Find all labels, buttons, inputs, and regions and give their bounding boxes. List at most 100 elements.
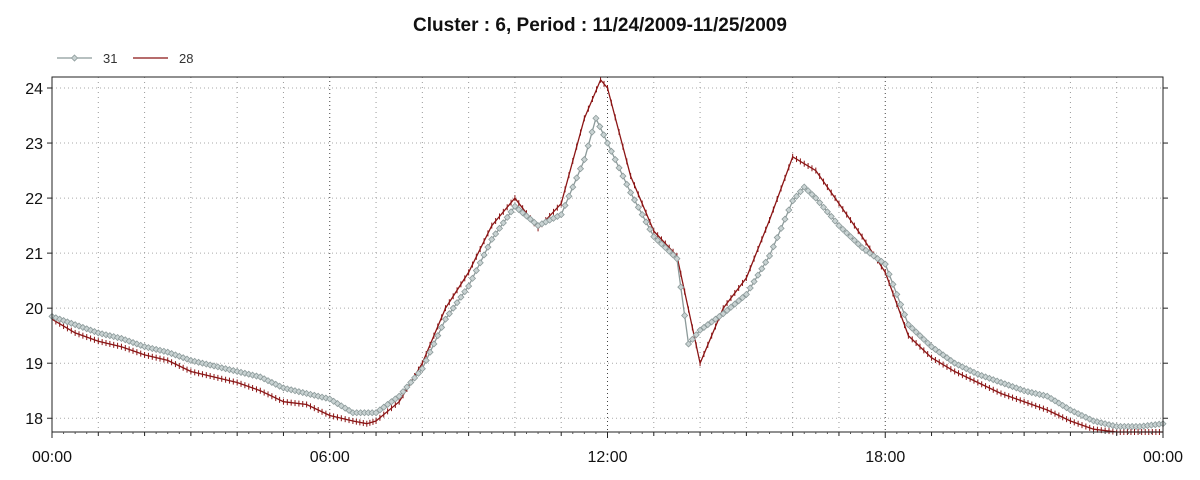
- data-point-31: [1020, 387, 1028, 395]
- y-tick-label: 20: [25, 301, 43, 318]
- data-point-31: [627, 189, 635, 197]
- data-point-31: [499, 219, 507, 227]
- data-point-31: [252, 372, 261, 380]
- data-point-31: [650, 233, 658, 241]
- data-point-31: [642, 218, 650, 226]
- data-point-31: [384, 400, 392, 409]
- data-point-31: [773, 233, 781, 242]
- data-point-31: [256, 373, 264, 381]
- data-point-31: [970, 368, 978, 376]
- data-point-31: [565, 192, 573, 200]
- data-point-31: [395, 392, 403, 400]
- data-point-31: [920, 335, 928, 343]
- data-point-31: [692, 331, 700, 339]
- data-point-31: [1093, 418, 1101, 426]
- data-point-31: [372, 409, 380, 417]
- data-point-31: [812, 194, 820, 202]
- data-point-31: [576, 165, 585, 173]
- data-point-31: [657, 240, 666, 248]
- data-point-31: [765, 252, 774, 260]
- x-axis-labels: 00:00 06:00 12:00 18:00 00:00: [32, 449, 1183, 466]
- data-point-31: [114, 333, 122, 342]
- data-point-31: [654, 236, 662, 244]
- data-point-31: [684, 340, 693, 348]
- data-point-31: [387, 398, 396, 406]
- data-point-31: [862, 246, 870, 254]
- data-point-31: [522, 212, 531, 220]
- data-point-31: [789, 197, 797, 205]
- data-point-31: [947, 356, 955, 365]
- data-point-31: [696, 326, 704, 334]
- data-point-31: [611, 155, 619, 164]
- data-point-31: [997, 378, 1005, 387]
- data-point-31: [839, 225, 847, 233]
- data-point-31: [1097, 419, 1105, 427]
- data-point-31: [434, 332, 442, 340]
- data-point-31: [646, 225, 654, 233]
- data-point-31: [472, 266, 480, 275]
- y-tick-label: 23: [25, 136, 43, 153]
- data-point-31: [588, 128, 596, 136]
- data-point-31: [731, 300, 739, 308]
- data-point-31: [981, 373, 990, 381]
- data-point-31: [700, 323, 708, 331]
- data-point-31: [391, 395, 399, 403]
- data-point-31: [669, 251, 677, 259]
- x-tick-label: 00:00: [32, 449, 72, 466]
- data-point-31: [831, 217, 839, 225]
- y-tick-label: 21: [25, 246, 43, 263]
- data-point-31: [1035, 390, 1044, 398]
- data-point-31: [843, 229, 851, 237]
- series-layer: [48, 76, 1167, 435]
- data-point-31: [719, 310, 727, 318]
- data-point-31: [943, 354, 951, 362]
- series-31: [48, 114, 1167, 431]
- data-point-31: [457, 293, 465, 301]
- data-point-31: [835, 222, 843, 230]
- data-point-31: [615, 164, 623, 172]
- data-point-31: [704, 321, 712, 329]
- x-tick-label: 18:00: [865, 449, 905, 466]
- data-point-31: [746, 284, 754, 292]
- data-point-31: [125, 337, 133, 345]
- data-point-31: [337, 402, 345, 410]
- data-point-31: [688, 335, 696, 343]
- legend-label-28: 28: [179, 51, 193, 66]
- data-point-31: [708, 318, 716, 326]
- data-point-31: [785, 206, 793, 214]
- data-point-31: [931, 345, 939, 354]
- data-point-31: [399, 388, 407, 396]
- data-point-31: [407, 378, 415, 387]
- data-point-31: [873, 255, 882, 263]
- data-point-31: [758, 265, 766, 273]
- data-point-31: [792, 192, 801, 200]
- data-point-31: [326, 395, 334, 403]
- data-point-31: [846, 233, 855, 241]
- data-point-31: [808, 190, 816, 198]
- data-point-31: [897, 300, 905, 309]
- data-point-31: [958, 363, 966, 371]
- data-point-31: [492, 230, 500, 238]
- data-point-31: [727, 303, 735, 311]
- data-point-31: [804, 187, 812, 195]
- data-point-31: [557, 211, 565, 219]
- data-point-31: [600, 131, 608, 139]
- data-point-31: [738, 294, 747, 302]
- y-tick-label: 24: [25, 81, 43, 98]
- data-point-31: [380, 403, 388, 411]
- data-point-31: [198, 359, 207, 367]
- data-point-31: [638, 211, 646, 219]
- data-point-31: [241, 369, 249, 377]
- data-point-31: [1001, 380, 1009, 388]
- legend-label-31: 31: [103, 51, 117, 66]
- data-point-31: [854, 240, 862, 248]
- data-point-31: [569, 183, 577, 191]
- data-point-31: [426, 348, 434, 356]
- data-point-31: [858, 244, 866, 252]
- data-point-31: [935, 348, 943, 356]
- data-point-31: [137, 341, 145, 349]
- data-point-31: [885, 270, 893, 278]
- data-point-31: [1012, 384, 1020, 392]
- data-point-31: [1028, 388, 1036, 397]
- data-point-31: [1101, 420, 1109, 428]
